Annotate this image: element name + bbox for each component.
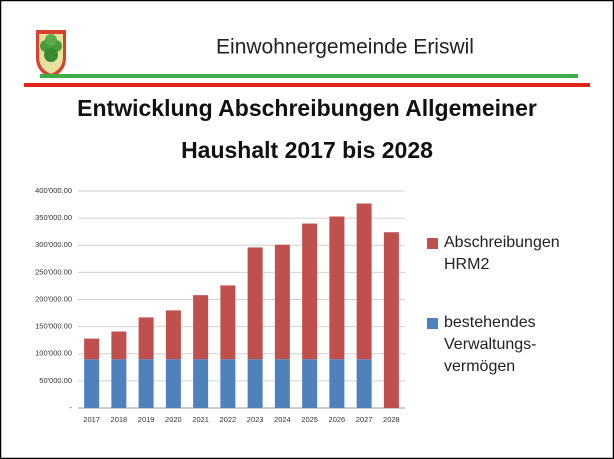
x-tick-label: 2018 [111,415,128,424]
legend-swatch [427,238,438,249]
bar-segment [165,310,181,360]
y-tick-label: 350'000.00 [35,213,72,222]
y-tick-label: 400'000.00 [35,186,72,195]
bar-segment [220,359,236,408]
header-title: Einwohnergemeinde Eriswil [216,36,474,59]
x-tick-label: 2025 [301,415,318,424]
x-tick-label: 2022 [220,415,237,424]
x-tick-label: 2019 [138,415,155,424]
bar-segment [356,359,372,408]
x-tick-label: 2023 [247,415,264,424]
x-tick-label: 2024 [274,415,291,424]
x-tick-label: 2017 [83,415,100,424]
bar-segment [329,216,345,360]
bar-segment [356,203,372,360]
bar-segment [138,359,154,408]
x-tick-label: 2021 [192,415,209,424]
bar-segment [274,244,290,360]
bar-segment [84,359,100,408]
x-tick-label: 2026 [329,415,346,424]
bar-segment [193,295,209,360]
legend-swatch [427,318,438,329]
x-tick-label: 2027 [356,415,373,424]
bar-segment [302,223,318,360]
y-tick-label: 150'000.00 [35,322,72,331]
y-tick-label: - [70,403,73,412]
legend-label: bestehendes Verwaltungs-vermögen [444,314,537,375]
bar-segment [138,317,154,360]
bar-segment [247,247,263,360]
bar-segment [220,285,236,360]
y-tick-label: 300'000.00 [35,240,72,249]
bar-segment [274,359,290,408]
bar-segment [84,338,100,360]
bar-segment [383,232,399,408]
bar-segment [302,359,318,408]
bar-segment [329,359,345,408]
y-tick-label: 100'000.00 [35,349,72,358]
y-tick-label: 50'000.00 [39,376,72,385]
y-tick-label: 250'000.00 [35,267,72,276]
chart-title: Entwicklung Abschreibungen Allgemeiner Ha… [77,95,537,163]
bar-segment [247,359,263,408]
bar-segment [165,359,181,408]
x-tick-label: 2028 [383,415,400,424]
logo [36,30,66,78]
bar-segment [111,331,127,360]
legend-label: Abschreibungen HRM2 [444,234,560,273]
bar-segment [111,359,127,408]
y-tick-label: 200'000.00 [35,294,72,303]
bar-segment [193,359,209,408]
x-tick-label: 2020 [165,415,182,424]
